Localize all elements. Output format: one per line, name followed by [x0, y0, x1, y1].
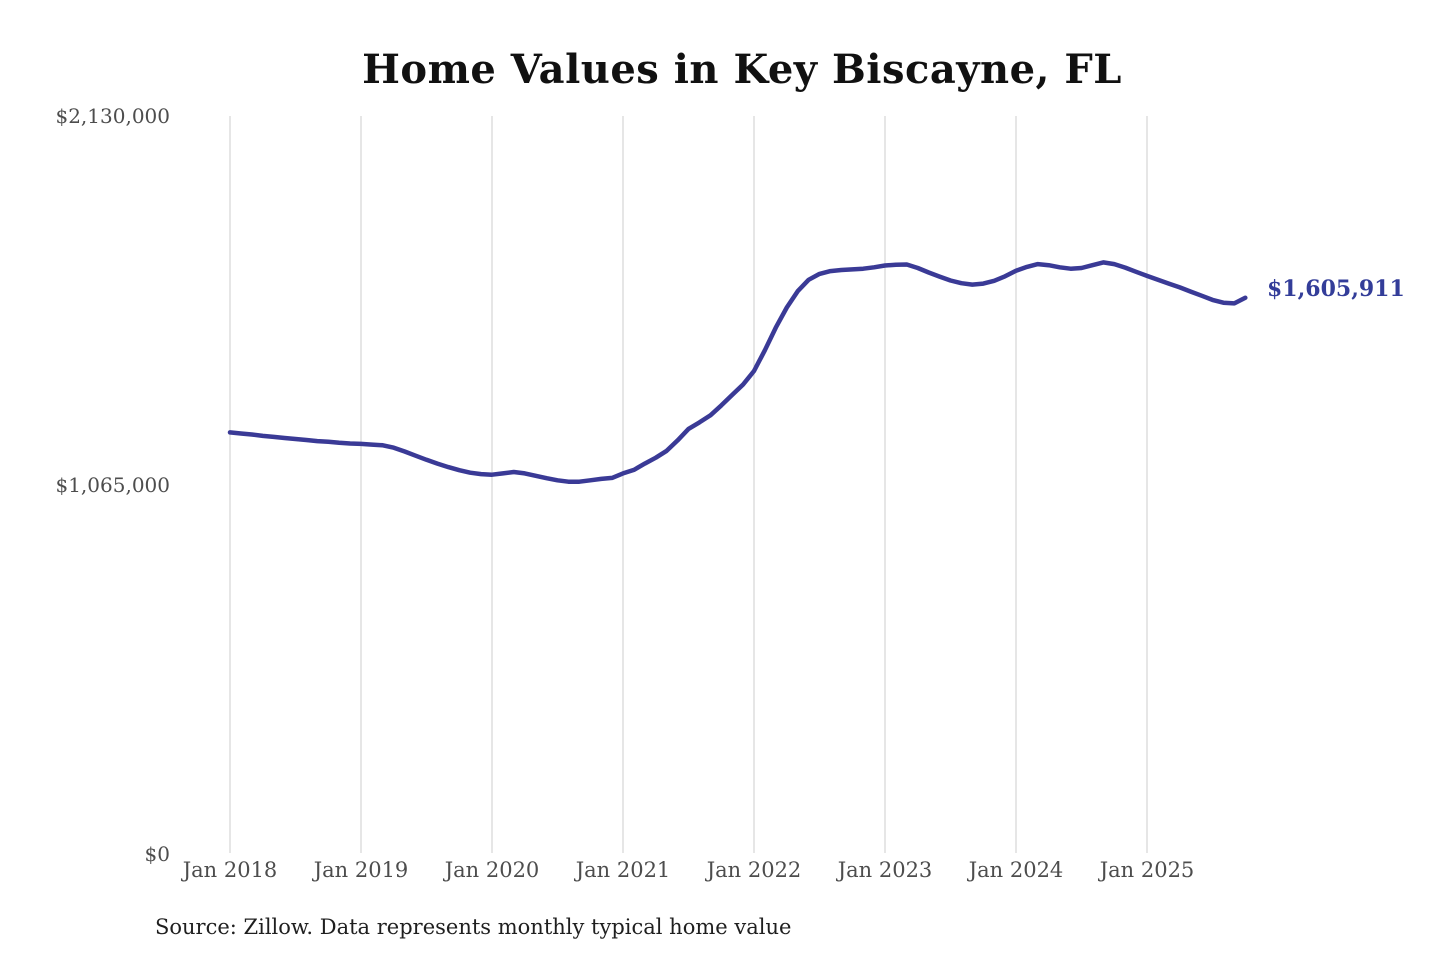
source-note: Source: Zillow. Data represents monthly …	[155, 915, 792, 939]
x-axis-tick-label: Jan 2023	[837, 858, 933, 882]
y-axis-tick-label: $2,130,000	[55, 104, 170, 128]
y-axis-tick-label: $1,065,000	[55, 473, 170, 497]
x-axis-tick-label: Jan 2019	[313, 858, 409, 882]
x-axis-tick-label: Jan 2025	[1099, 858, 1195, 882]
y-axis-tick-label: $0	[144, 842, 170, 866]
x-axis-tick-label: Jan 2021	[575, 858, 671, 882]
home-value-line	[227, 260, 1248, 484]
chart-title: Home Values in Key Biscayne, FL	[362, 46, 1122, 93]
x-axis-tick-label: Jan 2022	[706, 858, 802, 882]
latest-value-label: $1,605,911	[1267, 276, 1405, 302]
x-axis-tick-label: Jan 2018	[182, 858, 278, 882]
x-axis-tick-label: Jan 2020	[444, 858, 540, 882]
x-axis-tick-label: Jan 2024	[968, 858, 1064, 882]
